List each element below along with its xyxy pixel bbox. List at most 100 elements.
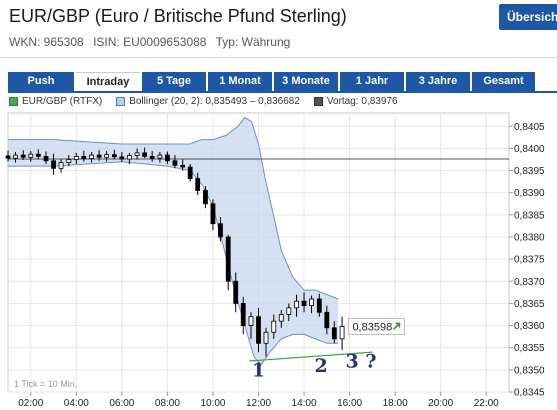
candle-body [96,154,102,158]
candle-body [248,316,254,326]
candle-body [263,331,269,344]
tab-3-monate[interactable]: 3 Monate [274,72,338,91]
tab-gesamt[interactable]: Gesamt [472,72,535,91]
candle-body [28,153,34,158]
candle-body [51,160,56,169]
price-chart: 0,8345 0,8350 0,8355 0,8360 0,8365 0,8370 0,83… [5,112,545,409]
candle-body [104,154,110,158]
annotation-label: 3 ? [345,351,376,373]
y-tick-label: 0,8365 [514,299,545,310]
last-value-box [347,317,405,335]
y-tick-label: 0,8385 [514,210,545,221]
timeframe-tabs: Push Intraday 5 Tage 1 Monat 3 Monate 1 … [8,72,537,91]
x-tick-label: 16:00 [337,398,362,409]
overview-button[interactable]: Übersich [499,4,557,30]
y-axis: 0,8345 0,8350 0,8355 0,8360 0,8365 0,8370 0,83… [509,122,545,399]
last-value-marker: 0,83598 [347,317,405,335]
candle-body [240,303,246,326]
legend-vortag: Vortag: 0,83976 [313,96,398,107]
x-tick-label: 10:00 [200,398,225,409]
y-tick-label: 0,8395 [514,166,545,177]
candle-body [278,314,284,322]
candle-body [35,153,41,157]
wkn-value: WKN: 965308 [9,35,84,49]
tab-underline [8,91,557,93]
y-tick-label: 0,8345 [514,388,545,399]
x-axis: 02:00 04:00 06:00 08:00 10:00 12:00 14:00 16:00… [18,392,499,409]
tick-interval-note: 1 Tick = 10 Min. [14,379,77,389]
x-tick-label: 22:00 [474,398,499,409]
legend-vortag-swatch [313,97,323,106]
candle-body [73,156,79,160]
support-trendline [249,351,373,362]
legend-bollinger: Bollinger (20, 2): 0,835493 – 0,836682 [116,96,300,107]
x-tick-label: 20:00 [428,398,453,409]
x-tick-label: 14:00 [292,398,317,409]
trendline [249,351,373,362]
tab-push[interactable]: Push [8,72,74,91]
legend-bollinger-swatch [116,97,126,106]
candle-body [111,154,117,158]
x-tick-label: 18:00 [383,398,408,409]
tab-3-jahre[interactable]: 3 Jahre [406,72,470,91]
candle-body [233,280,239,304]
y-tick-label: 0,8370 [514,277,545,288]
candle-body [134,152,140,156]
candle-body [89,154,94,160]
candle-body [58,162,64,169]
candle-body [149,156,155,159]
y-tick-label: 0,8375 [514,255,545,266]
candle-body [142,152,148,157]
candle-body [195,178,201,191]
legend-vortag-label: Vortag: 0,83976 [326,96,398,107]
candle-body [331,327,337,340]
x-tick-label: 12:00 [246,398,271,409]
legend-series-swatch [9,97,18,106]
candle-body [210,203,216,225]
annotations: 1 2 3 ? [252,351,377,382]
candle-body [157,154,163,159]
candle-body [187,166,193,179]
y-tick-label: 0,8355 [514,343,545,354]
up-arrow-icon [392,322,401,331]
header-divider [0,57,557,58]
x-tick-label: 04:00 [64,398,89,409]
tab-1-jahr[interactable]: 1 Jahr [340,72,404,91]
candle-body [225,236,231,282]
legend-series: EUR/GBP (RTFX) [9,96,102,107]
candle-body [119,156,125,160]
x-tick-label: 02:00 [18,398,43,409]
y-tick-label: 0,8400 [514,144,545,155]
isin-value: ISIN: EU0009653088 [93,35,207,49]
candles [5,147,345,357]
y-tick-label: 0,8380 [514,233,545,244]
candle-body [203,190,208,205]
bollinger-upper-line [8,116,339,300]
last-value-label: 0,83598 [352,321,392,333]
candle-body [324,311,330,329]
candle-body [301,300,307,307]
tab-intraday[interactable]: Intraday [76,72,140,91]
candle-body [43,156,49,162]
legend-bollinger-label: Bollinger (20, 2): 0,835493 – 0,836682 [129,96,300,107]
y-tick-label: 0,8390 [514,188,545,199]
y-tick-label: 0,8360 [514,321,545,332]
candle-body [81,156,87,160]
annotation-label: 2 [315,355,328,377]
candle-body [309,298,314,307]
security-meta: WKN: 965308 ISIN: EU0009653088 Typ: Währ… [9,35,296,49]
page-title: EUR/GBP (Euro / Britische Pfund Sterling… [9,6,347,26]
candle-body [256,316,261,344]
type-value: Typ: Währung [215,35,291,49]
y-tick-label: 0,8405 [514,122,545,133]
tab-1-monat[interactable]: 1 Monat [208,72,272,91]
tab-5-tage[interactable]: 5 Tage [142,72,206,91]
bollinger-band-area [8,117,339,366]
candle-body [271,320,277,333]
y-tick-label: 0,8350 [514,365,545,376]
annotation-label: 1 [252,360,265,382]
candle-body [5,155,11,159]
candle-body [66,159,72,163]
candle-body [20,154,26,158]
x-tick-label: 08:00 [155,398,180,409]
